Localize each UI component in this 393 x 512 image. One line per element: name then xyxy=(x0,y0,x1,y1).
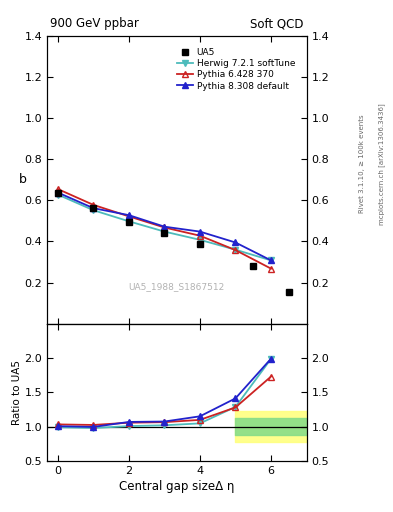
Line: Pythia 6.428 370: Pythia 6.428 370 xyxy=(55,186,274,272)
Pythia 8.308 default xyxy=(91,205,96,211)
Herwig 7.2.1 softTune xyxy=(162,228,167,234)
Pythia 6.428 370 xyxy=(127,214,131,220)
Herwig 7.2.1 softTune xyxy=(91,207,96,214)
Pythia 8.308 default xyxy=(55,189,60,196)
Pythia 6.428 370 xyxy=(269,266,274,272)
UA5 xyxy=(286,289,291,295)
Herwig 7.2.1 softTune xyxy=(55,191,60,198)
Line: UA5: UA5 xyxy=(55,190,292,295)
Y-axis label: b: b xyxy=(19,173,27,186)
Text: Soft QCD: Soft QCD xyxy=(250,17,304,30)
Pythia 6.428 370 xyxy=(162,224,167,230)
Herwig 7.2.1 softTune xyxy=(198,237,202,243)
Pythia 8.308 default xyxy=(198,228,202,234)
X-axis label: Central gap sizeΔ η: Central gap sizeΔ η xyxy=(119,480,235,493)
Pythia 6.428 370 xyxy=(55,186,60,192)
Y-axis label: Ratio to UA5: Ratio to UA5 xyxy=(12,360,22,425)
Herwig 7.2.1 softTune xyxy=(127,218,131,224)
UA5 xyxy=(162,230,167,237)
Pythia 8.308 default xyxy=(162,224,167,230)
UA5 xyxy=(127,219,131,225)
Pythia 8.308 default xyxy=(269,258,274,264)
Pythia 6.428 370 xyxy=(233,247,238,253)
UA5 xyxy=(55,190,60,196)
Line: Pythia 8.308 default: Pythia 8.308 default xyxy=(55,189,274,264)
Herwig 7.2.1 softTune xyxy=(269,258,274,264)
Legend: UA5, Herwig 7.2.1 softTune, Pythia 6.428 370, Pythia 8.308 default: UA5, Herwig 7.2.1 softTune, Pythia 6.428… xyxy=(175,46,297,93)
UA5 xyxy=(251,263,255,269)
Pythia 6.428 370 xyxy=(198,232,202,239)
UA5 xyxy=(198,241,202,247)
Text: mcplots.cern.ch [arXiv:1306.3436]: mcplots.cern.ch [arXiv:1306.3436] xyxy=(378,103,385,225)
Pythia 8.308 default xyxy=(127,212,131,218)
Herwig 7.2.1 softTune xyxy=(233,247,238,253)
Text: UA5_1988_S1867512: UA5_1988_S1867512 xyxy=(129,282,225,291)
Pythia 6.428 370 xyxy=(91,202,96,208)
Text: Rivet 3.1.10, ≥ 100k events: Rivet 3.1.10, ≥ 100k events xyxy=(358,115,365,213)
Pythia 8.308 default xyxy=(233,240,238,246)
UA5 xyxy=(91,204,96,210)
Text: 900 GeV ppbar: 900 GeV ppbar xyxy=(50,17,139,30)
Line: Herwig 7.2.1 softTune: Herwig 7.2.1 softTune xyxy=(55,191,274,264)
